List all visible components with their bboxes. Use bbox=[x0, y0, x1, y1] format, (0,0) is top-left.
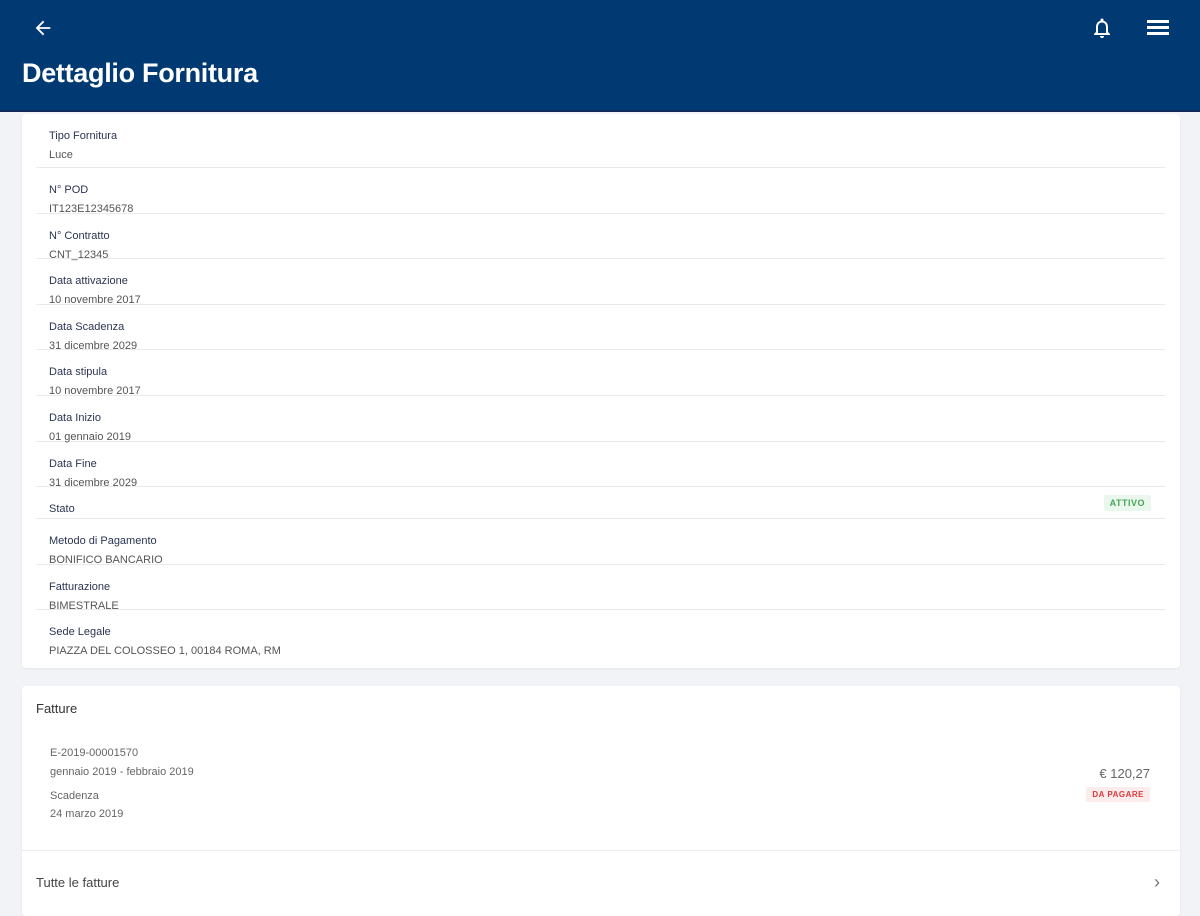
hamburger-menu-icon[interactable] bbox=[1147, 20, 1169, 38]
detail-label: Tipo Fornitura bbox=[49, 130, 118, 142]
detail-label: Fatturazione bbox=[49, 580, 111, 593]
app-header: Dettaglio Fornitura bbox=[0, 0, 1200, 112]
detail-row: Data Fine 31 dicembre 2029 bbox=[36, 442, 1165, 489]
detail-value: 10 novembre 2017 bbox=[49, 294, 141, 307]
detail-row: Fatturazione BIMESTRALE bbox=[36, 565, 1165, 612]
detail-value: 31 dicembre 2029 bbox=[49, 476, 138, 489]
detail-label: N° POD bbox=[49, 184, 89, 196]
invoice-number: E-2019-00001570 bbox=[50, 747, 139, 759]
detail-row: N° Contratto CNT_12345 bbox=[36, 214, 1165, 261]
detail-value: BIMESTRALE bbox=[49, 599, 119, 612]
invoices-card: Fatture E-2019-00001570 gennaio 2019 - f… bbox=[22, 686, 1180, 916]
detail-label: Data Inizio bbox=[49, 412, 101, 424]
invoice-status-badge: DA PAGARE bbox=[1086, 787, 1150, 802]
invoices-title: Fatture bbox=[36, 701, 78, 716]
bell-icon[interactable] bbox=[1090, 16, 1114, 40]
divider bbox=[22, 850, 1180, 851]
invoice-period: gennaio 2019 - febbraio 2019 bbox=[50, 766, 194, 778]
detail-row: Metodo di Pagamento BONIFICO BANCARIO bbox=[36, 519, 1165, 567]
detail-row: N° POD IT123E12345678 bbox=[36, 168, 1165, 215]
detail-value: 31 dicembre 2029 bbox=[49, 339, 138, 352]
invoice-amount: € 120,27 bbox=[1099, 766, 1150, 781]
detail-label: Data Fine bbox=[49, 457, 97, 470]
detail-value: PIAZZA DEL COLOSSEO 1, 00184 ROMA, RM bbox=[49, 645, 281, 658]
detail-label: Data stipula bbox=[49, 366, 108, 379]
arrow-left-icon[interactable] bbox=[32, 17, 54, 39]
invoice-due-date: 24 marzo 2019 bbox=[50, 808, 124, 820]
detail-value: BONIFICO BANCARIO bbox=[49, 554, 163, 567]
detail-value: 10 novembre 2017 bbox=[49, 385, 141, 398]
detail-row: Data attivazione 10 novembre 2017 bbox=[36, 259, 1165, 307]
detail-row: Data Inizio 01 gennaio 2019 bbox=[36, 396, 1165, 443]
detail-value: 01 gennaio 2019 bbox=[49, 431, 131, 443]
detail-value: Luce bbox=[49, 149, 73, 161]
detail-label: Metodo di Pagamento bbox=[49, 535, 157, 548]
status-badge: ATTIVO bbox=[1103, 495, 1151, 512]
page-title: Dettaglio Fornitura bbox=[22, 58, 258, 88]
detail-row-stato: Stato ATTIVO bbox=[36, 487, 1165, 520]
supply-details-card: Tipo Fornitura Luce N° POD IT123E12345678 N°… bbox=[22, 114, 1180, 668]
detail-row: Data stipula 10 novembre 2017 bbox=[36, 350, 1165, 398]
detail-label: Data Scadenza bbox=[49, 320, 125, 333]
all-invoices-label: Tutte le fatture bbox=[36, 875, 120, 890]
detail-value: CNT_12345 bbox=[49, 248, 109, 261]
detail-value: IT123E12345678 bbox=[49, 203, 134, 215]
detail-label: Data attivazione bbox=[49, 275, 128, 288]
detail-label: Stato bbox=[49, 503, 75, 516]
invoice-due-label: Scadenza bbox=[50, 790, 99, 802]
detail-row: Tipo Fornitura Luce bbox=[36, 114, 1165, 168]
detail-row: Sede Legale PIAZZA DEL COLOSSEO 1, 00184 … bbox=[36, 610, 1165, 658]
detail-row: Data Scadenza 31 dicembre 2029 bbox=[36, 305, 1165, 352]
detail-label: Sede Legale bbox=[49, 626, 111, 639]
detail-label: N° Contratto bbox=[49, 229, 110, 242]
chevron-right-icon: › bbox=[1154, 872, 1160, 892]
